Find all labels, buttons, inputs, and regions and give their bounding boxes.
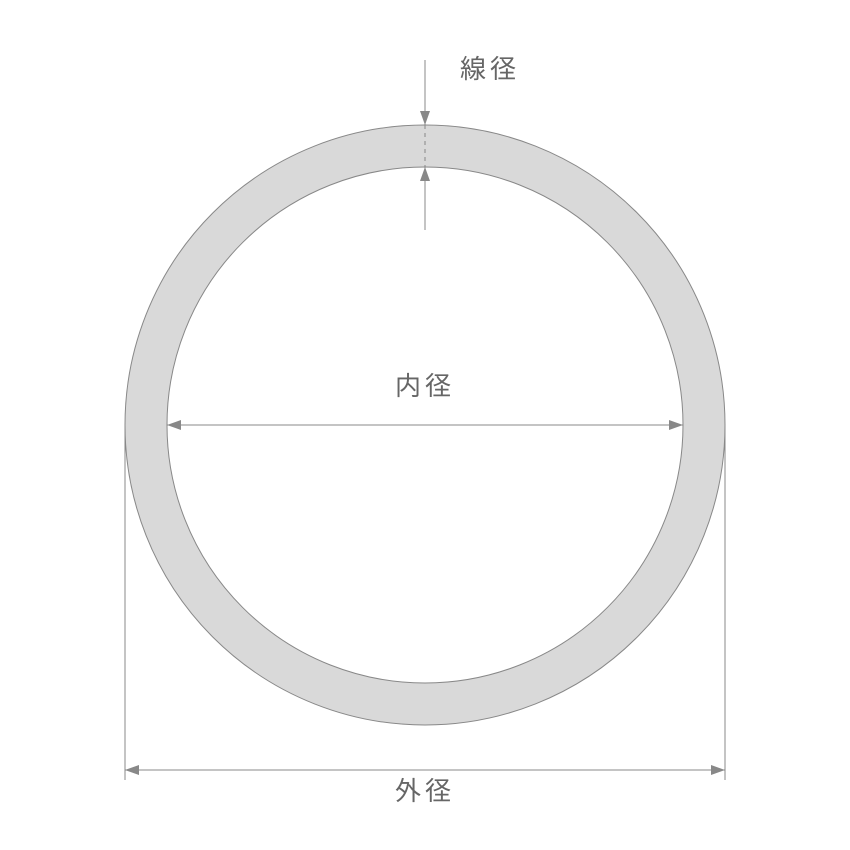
ring-dimension-diagram: 線径 内径 外径 <box>0 0 850 850</box>
outer-diameter-label: 外径 <box>395 771 455 808</box>
inner-diameter-label: 内径 <box>395 366 455 403</box>
wire-diameter-label: 線径 <box>460 49 520 86</box>
